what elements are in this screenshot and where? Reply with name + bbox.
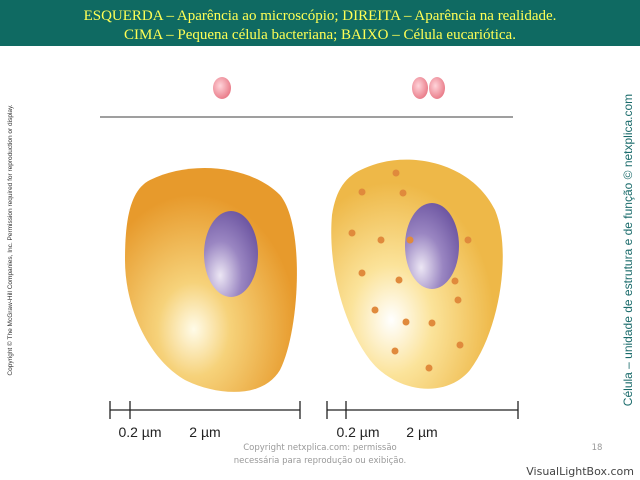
bacterium [213,77,231,99]
scale-bar [109,401,519,419]
bacterium [429,77,445,99]
header-line: CIMA – Pequena célula bacteriana; BAIXO … [124,27,516,43]
scale-label: 0.2 µm [118,424,161,440]
copyright-side: Copyright © The McGraw-Hill Companies, I… [6,104,14,375]
header-bar [0,0,640,46]
side-title: Célula – unidade de estrutura e de funçã… [621,94,635,406]
scale-label: 0.2 µm [336,424,379,440]
bacterium [412,77,428,99]
watermark: VisualLightBox.com [526,465,634,478]
scale-label: 2 µm [189,424,220,440]
nucleus [405,203,459,289]
header-line: ESQUERDA – Aparência ao microscópio; DIR… [84,8,557,24]
granules [348,169,472,372]
page-number: 18 [592,443,603,453]
footer-line: necessária para reprodução ou exibição. [234,456,407,466]
footer-line: Copyright netxplica.com: permissão [243,443,397,453]
scale-label: 2 µm [406,424,437,440]
nucleus [204,211,258,297]
